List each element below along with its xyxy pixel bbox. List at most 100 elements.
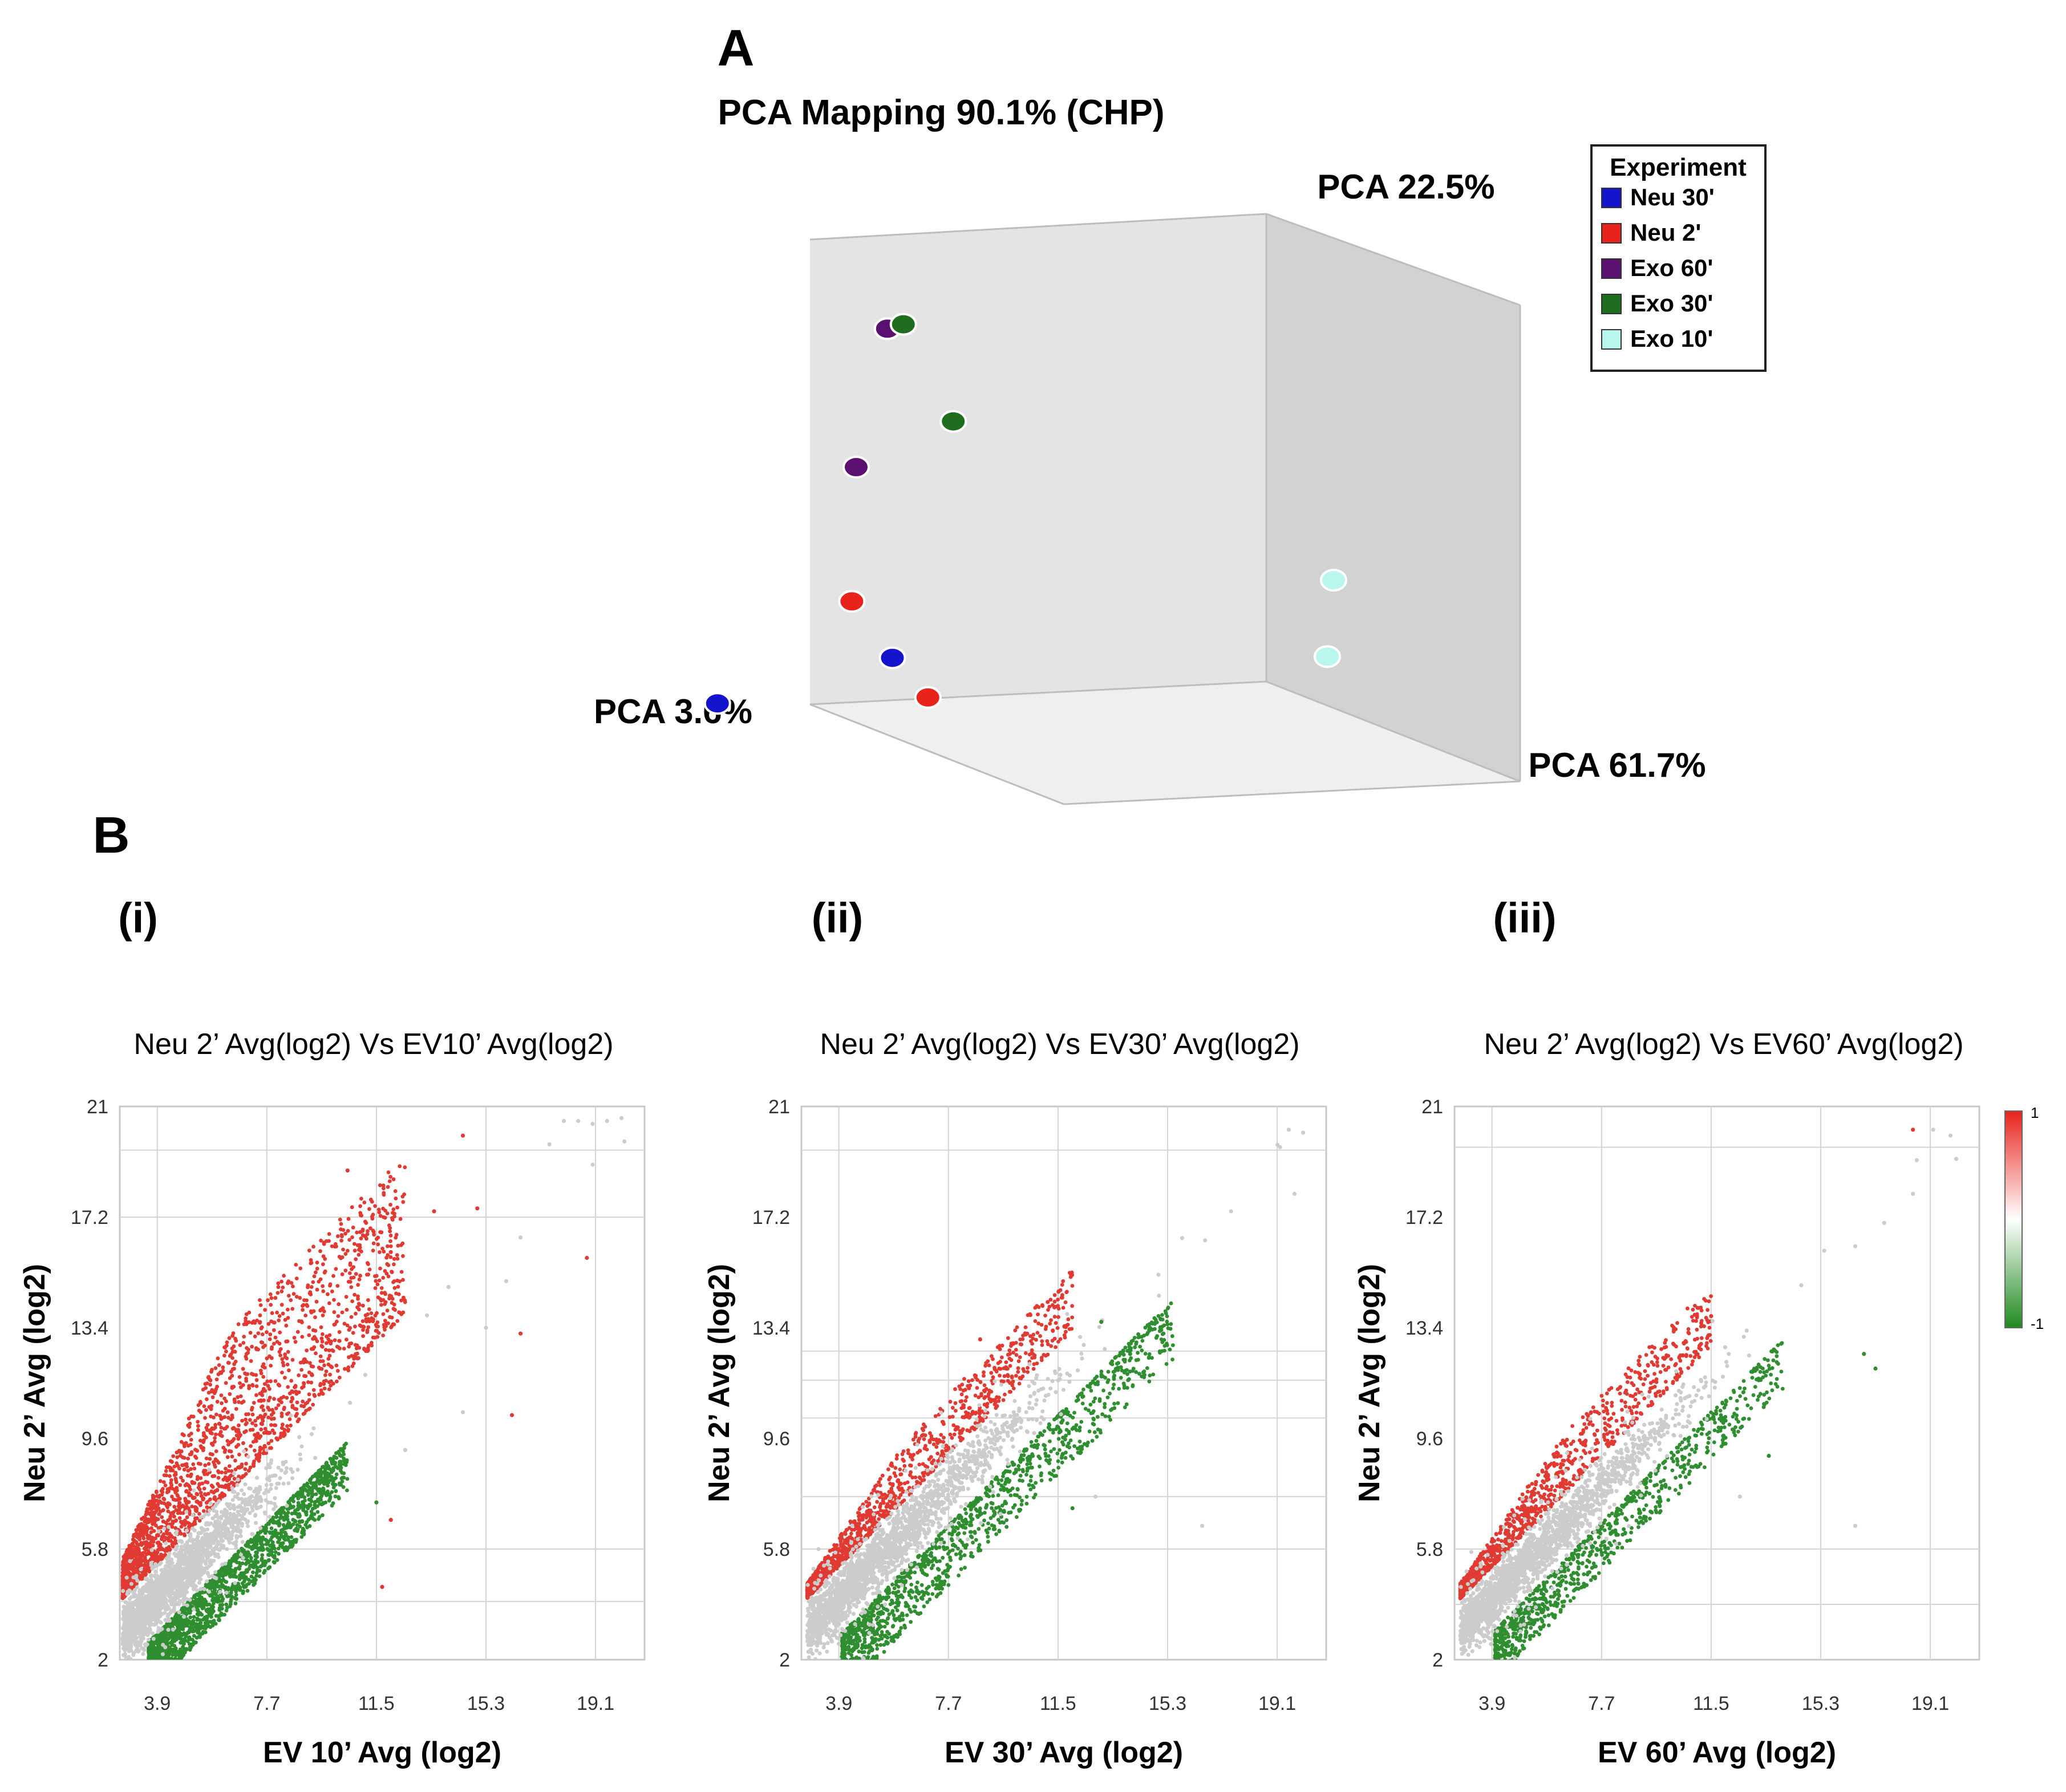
down-point xyxy=(317,1517,321,1521)
down-point xyxy=(298,1520,302,1525)
up-point xyxy=(348,1280,353,1284)
up-point xyxy=(145,1567,150,1571)
up-point xyxy=(201,1497,205,1501)
up-point xyxy=(374,1279,378,1283)
down-point xyxy=(151,1680,155,1684)
down-point xyxy=(147,1672,151,1676)
up-point xyxy=(132,1534,136,1539)
down-point xyxy=(157,1664,161,1668)
down-point xyxy=(340,1479,345,1484)
up-point xyxy=(356,1283,360,1287)
down-point xyxy=(260,1556,264,1561)
up-point xyxy=(326,1357,331,1361)
down-point xyxy=(328,1497,332,1501)
up-point xyxy=(295,1419,300,1424)
up-point xyxy=(219,1393,224,1397)
up-point xyxy=(279,1411,284,1416)
up-point xyxy=(128,1566,132,1570)
up-point xyxy=(139,1543,144,1547)
down-point xyxy=(338,1459,342,1464)
scatter-chart-i: (i)Neu 2’ Avg(log2) Vs EV10’ Avg(log2)25… xyxy=(18,894,646,1769)
up-point xyxy=(395,1205,399,1210)
up-point xyxy=(285,1396,289,1400)
up-point xyxy=(320,1339,325,1344)
up-point xyxy=(366,1261,370,1265)
down-point xyxy=(306,1491,311,1496)
down-point xyxy=(291,1499,295,1503)
down-point xyxy=(334,1472,339,1477)
up-point xyxy=(155,1533,159,1538)
up-point xyxy=(372,1232,376,1237)
down-point xyxy=(148,1680,152,1684)
up-point xyxy=(161,1487,165,1491)
down-point xyxy=(171,1620,175,1625)
up-point xyxy=(149,1539,153,1543)
down-point xyxy=(269,1543,274,1547)
up-point xyxy=(277,1318,281,1323)
down-point xyxy=(147,1663,151,1667)
up-point xyxy=(230,1386,234,1390)
down-point xyxy=(180,1640,184,1644)
down-point xyxy=(169,1665,173,1669)
up-point xyxy=(323,1269,327,1274)
up-point xyxy=(343,1268,348,1273)
down-point xyxy=(153,1663,157,1667)
down-point xyxy=(250,1564,254,1569)
up-point xyxy=(393,1189,398,1193)
down-point xyxy=(152,1668,156,1672)
down-point xyxy=(153,1673,157,1677)
up-point xyxy=(259,1427,264,1432)
down-point xyxy=(314,1471,318,1476)
down-point xyxy=(297,1490,302,1494)
down-point xyxy=(152,1675,156,1679)
up-point xyxy=(214,1387,218,1392)
up-point xyxy=(267,1408,272,1412)
up-point xyxy=(290,1404,295,1408)
up-point xyxy=(160,1537,164,1542)
up-point xyxy=(175,1455,179,1459)
up-point xyxy=(179,1525,184,1529)
up-point xyxy=(171,1454,176,1458)
down-point xyxy=(152,1660,156,1664)
down-point xyxy=(325,1471,330,1475)
up-point xyxy=(398,1279,402,1284)
up-point xyxy=(202,1404,206,1409)
up-point xyxy=(198,1438,202,1443)
up-point xyxy=(167,1465,171,1470)
up-point xyxy=(340,1234,344,1239)
up-point xyxy=(178,1450,183,1454)
up-point xyxy=(388,1175,392,1179)
up-point xyxy=(192,1466,197,1471)
up-point xyxy=(363,1313,368,1317)
up-point xyxy=(221,1493,225,1497)
up-point xyxy=(183,1497,187,1501)
down-point xyxy=(213,1592,217,1596)
up-point xyxy=(179,1475,183,1480)
up-point xyxy=(186,1469,191,1473)
down-point xyxy=(298,1506,302,1510)
down-point xyxy=(334,1489,338,1494)
up-point xyxy=(203,1416,207,1420)
down-point xyxy=(209,1593,214,1598)
down-point xyxy=(161,1656,165,1660)
down-point xyxy=(192,1621,196,1625)
down-point xyxy=(149,1683,153,1687)
up-point xyxy=(272,1328,276,1332)
neutral-point xyxy=(124,1672,128,1676)
down-point xyxy=(169,1665,173,1669)
pca-point-1-1 xyxy=(838,590,866,613)
up-point xyxy=(144,1517,149,1522)
up-point xyxy=(354,1311,358,1316)
up-point xyxy=(285,1363,290,1367)
up-point xyxy=(230,1416,234,1420)
up-point xyxy=(177,1466,181,1471)
down-point xyxy=(149,1685,153,1689)
up-point xyxy=(129,1543,134,1547)
up-point xyxy=(273,1423,277,1428)
up-point xyxy=(286,1385,290,1389)
up-point xyxy=(375,1282,380,1287)
up-point xyxy=(244,1422,248,1426)
up-point xyxy=(213,1422,217,1427)
up-point xyxy=(133,1545,138,1550)
down-point xyxy=(147,1666,151,1670)
